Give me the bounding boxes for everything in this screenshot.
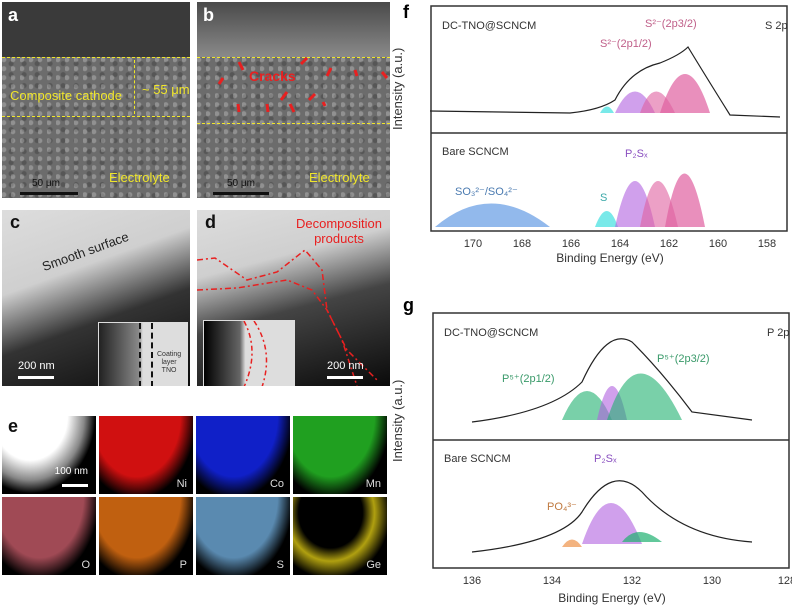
f-x-axis-label: Binding Energy (eV): [556, 251, 663, 265]
svg-text:P₂Sₓ: P₂Sₓ: [625, 148, 648, 160]
decomposition-label-2: products: [314, 231, 364, 246]
decomposition-outline: [197, 248, 378, 386]
g-y-axis-label: Intensity (a.u.): [390, 379, 405, 462]
haadf-map: e 100 nm: [2, 416, 96, 494]
xps-p2p-chart: DC-TNO@SCNCM P 2p P⁵⁺(2p1/2) P⁵⁺(2p3/2) …: [432, 312, 792, 605]
ni-map: Ni: [99, 416, 193, 494]
svg-text:136: 136: [463, 575, 481, 587]
scale-bar: [327, 376, 363, 379]
svg-text:PO₄³⁻: PO₄³⁻: [547, 501, 577, 513]
scale-bar-label: 50 μm: [32, 178, 60, 189]
inset-label-2: layer: [161, 359, 177, 366]
panel-label: e: [8, 416, 19, 436]
svg-text:P⁵⁺(2p3/2): P⁵⁺(2p3/2): [657, 353, 710, 365]
svg-text:162: 162: [660, 238, 678, 250]
svg-text:160: 160: [709, 238, 727, 250]
svg-text:130: 130: [703, 575, 721, 587]
svg-text:134: 134: [543, 575, 561, 587]
inset-label-3: TNO: [161, 367, 177, 374]
panel-label-f: f: [403, 2, 409, 22]
panel-a-sem-image: a Composite cathode ~ 55 μm Electrolyte …: [2, 2, 190, 198]
scale-bar: [20, 192, 78, 195]
svg-text:S²⁻(2p3/2): S²⁻(2p3/2): [645, 18, 697, 30]
svg-text:SO₃²⁻/SO₄²⁻: SO₃²⁻/SO₄²⁻: [455, 186, 518, 198]
scale-bar: [18, 376, 54, 379]
scale-bar-label: 200 nm: [18, 360, 55, 372]
scale-bar-label: 200 nm: [327, 360, 364, 372]
f-core-label: S 2p: [765, 20, 788, 32]
svg-text:128: 128: [778, 575, 792, 587]
svg-text:168: 168: [513, 238, 531, 250]
scale-bar: [213, 192, 269, 195]
electrolyte-label: Electrolyte: [109, 170, 170, 185]
composite-cathode-label: Composite cathode: [10, 88, 123, 103]
panel-label: d: [205, 212, 216, 232]
f-bottom-sample: Bare SCNCM: [442, 146, 509, 158]
svg-text:158: 158: [758, 238, 776, 250]
svg-text:P₂Sₓ: P₂Sₓ: [594, 453, 617, 465]
mn-map: Mn: [293, 416, 387, 494]
f-top-sample: DC-TNO@SCNCM: [442, 20, 536, 32]
g-x-axis-label: Binding Energy (eV): [558, 591, 665, 605]
scale-bar-label: 50 μm: [227, 178, 255, 189]
svg-text:S: S: [600, 192, 607, 204]
cracks-label: Cracks: [249, 68, 296, 84]
panel-label-g: g: [403, 295, 414, 315]
crack-markers: [217, 56, 389, 113]
decomposition-label-1: Decomposition: [296, 216, 382, 231]
panel-label: c: [10, 212, 21, 232]
f-y-axis-label: Intensity (a.u.): [390, 47, 405, 130]
s-map: S: [196, 497, 290, 575]
svg-text:132: 132: [623, 575, 641, 587]
panel-d-tem-image: d Decomposition products 200 nm: [197, 210, 390, 386]
inset-image: [203, 320, 295, 386]
svg-text:166: 166: [562, 238, 580, 250]
panel-label: b: [203, 5, 214, 25]
svg-text:164: 164: [611, 238, 629, 250]
inset-image: Coating layer TNO: [98, 322, 188, 386]
panel-c-tem-image: c Smooth surface Coating layer TNO 200 n…: [2, 210, 190, 386]
svg-text:170: 170: [464, 238, 482, 250]
scale-bar: [62, 484, 88, 487]
xps-s2p-chart: DC-TNO@SCNCM S 2p S²⁻(2p1/2) S²⁻(2p3/2) …: [430, 5, 788, 265]
o-map: O: [2, 497, 96, 575]
p-map: P: [99, 497, 193, 575]
g-bottom-sample: Bare SCNCM: [444, 453, 511, 465]
co-map: Co: [196, 416, 290, 494]
panel-label: a: [8, 5, 19, 25]
inset-label-1: Coating: [157, 351, 182, 358]
panel-b-sem-image: b Cracks Electrolyte 50 μm: [197, 2, 390, 198]
thickness-label: ~ 55 μm: [142, 82, 190, 97]
electrolyte-label: Electrolyte: [309, 170, 370, 185]
ge-map: Ge: [293, 497, 387, 575]
scale-bar-label: 100 nm: [54, 466, 88, 477]
svg-text:S²⁻(2p1/2): S²⁻(2p1/2): [600, 38, 652, 50]
smooth-surface-label: Smooth surface: [40, 228, 131, 275]
g-top-sample: DC-TNO@SCNCM: [444, 327, 538, 339]
svg-text:P⁵⁺(2p1/2): P⁵⁺(2p1/2): [502, 373, 555, 385]
g-core-label: P 2p: [767, 327, 789, 339]
